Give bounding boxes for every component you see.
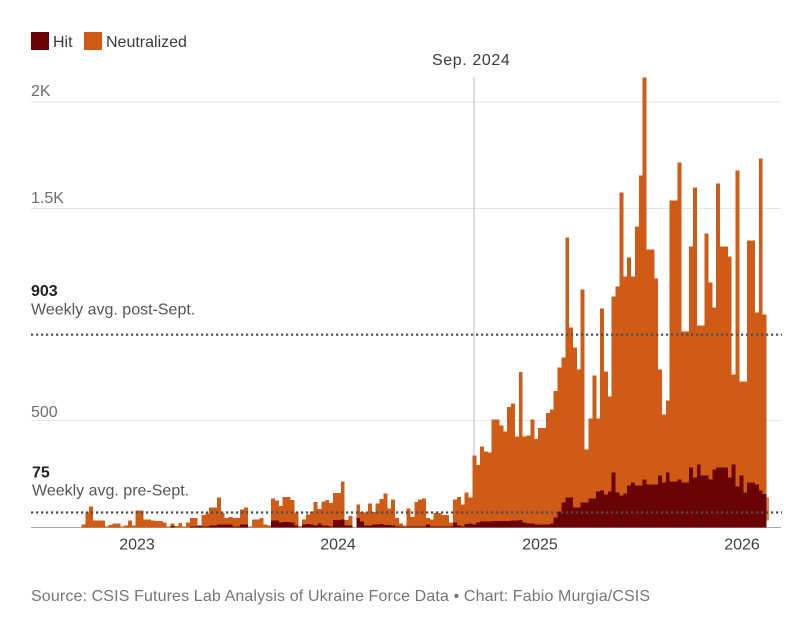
svg-text:2026: 2026 (724, 537, 760, 554)
svg-text:Weekly avg. post-Sept.: Weekly avg. post-Sept. (31, 302, 195, 319)
svg-text:Source: CSIS Futures Lab Analy: Source: CSIS Futures Lab Analysis of Ukr… (31, 588, 650, 605)
svg-text:1.5K: 1.5K (31, 190, 64, 207)
svg-text:Weekly avg. pre-Sept.: Weekly avg. pre-Sept. (32, 483, 189, 500)
svg-text:75: 75 (32, 465, 50, 482)
svg-text:Neutralized: Neutralized (106, 34, 187, 51)
svg-text:2023: 2023 (119, 537, 155, 554)
svg-text:500: 500 (31, 404, 58, 421)
svg-text:Sep. 2024: Sep. 2024 (432, 52, 510, 69)
svg-text:903: 903 (31, 283, 58, 300)
svg-text:2K: 2K (31, 83, 51, 100)
svg-text:2025: 2025 (522, 537, 558, 554)
svg-text:2024: 2024 (320, 537, 356, 554)
svg-text:Hit: Hit (53, 34, 73, 51)
